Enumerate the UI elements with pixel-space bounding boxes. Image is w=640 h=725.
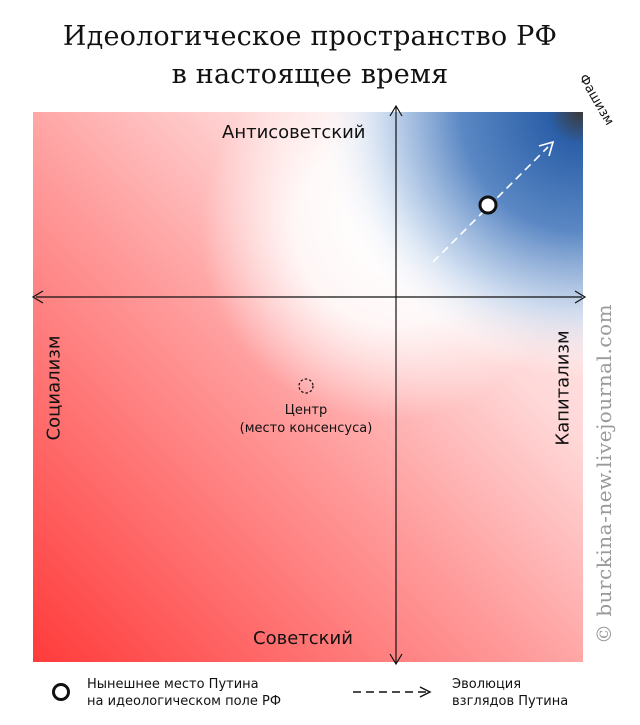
legend-point-text: Нынешнее место Путина на идеологическом … bbox=[87, 676, 281, 710]
axis-label-left: Социализм bbox=[43, 335, 65, 441]
legend-arrow-line-2: взглядов Путина bbox=[452, 694, 569, 709]
center-label-line-1: Центр bbox=[284, 403, 328, 418]
title-line-1: Идеологическое пространство РФ bbox=[62, 21, 558, 52]
evolution-arrowhead bbox=[538, 140, 555, 157]
axis-arrow-right bbox=[574, 290, 587, 304]
center-label-line-2: (место консенсуса) bbox=[239, 421, 373, 436]
putin-position-point bbox=[478, 195, 498, 215]
diagram-title: Идеологическое пространство РФ в настоящ… bbox=[0, 18, 620, 94]
axis-arrow-left bbox=[31, 290, 44, 304]
legend-arrow-text: Эволюция взглядов Путина bbox=[452, 676, 568, 710]
legend-point-line-2: на идеологическом поле РФ bbox=[87, 694, 282, 709]
axis-arrow-down bbox=[389, 653, 403, 666]
title-line-2: в настоящее время bbox=[171, 59, 449, 90]
copyright-watermark: © burckina-new.livejournal.com bbox=[592, 303, 616, 645]
center-label: Центр (место консенсуса) bbox=[211, 402, 401, 438]
axis-label-top: Антисоветский bbox=[222, 122, 366, 143]
legend-point-line-1: Нынешнее место Путина bbox=[87, 677, 259, 692]
center-consensus-marker bbox=[298, 378, 314, 394]
axis-label-bottom: Советский bbox=[253, 628, 353, 649]
axis-label-right: Капитализм bbox=[552, 330, 574, 446]
axis-arrow-up bbox=[389, 104, 403, 117]
legend-arrowhead bbox=[419, 686, 432, 698]
legend-arrow-line-1: Эволюция bbox=[452, 677, 522, 692]
legend-point-icon bbox=[52, 683, 70, 701]
